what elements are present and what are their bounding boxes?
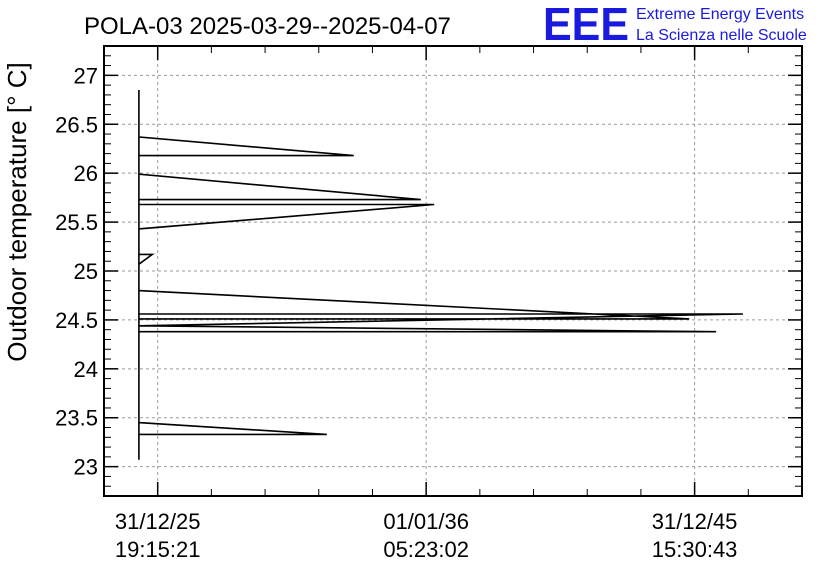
x-tick-label-date: 01/01/36 bbox=[383, 509, 469, 534]
y-tick-label: 23 bbox=[74, 455, 98, 480]
y-tick-label: 25.5 bbox=[55, 210, 98, 235]
eee-logo: EEE Extreme Energy Events La Scienza nel… bbox=[543, 0, 807, 50]
grid bbox=[104, 46, 802, 496]
y-tick-label: 24.5 bbox=[55, 308, 98, 333]
x-tick-label-time: 19:15:21 bbox=[115, 537, 201, 562]
chart-title: POLA-03 2025-03-29--2025-04-07 bbox=[84, 13, 451, 40]
temperature-series-line bbox=[138, 90, 743, 460]
y-tick-label: 27 bbox=[74, 63, 98, 88]
x-tick-label-date: 31/12/25 bbox=[115, 509, 201, 534]
x-tick-label-date: 31/12/45 bbox=[652, 509, 738, 534]
series-layer bbox=[138, 90, 743, 460]
x-tick-label-time: 15:30:43 bbox=[652, 537, 738, 562]
logo-mark: EEE bbox=[543, 0, 629, 50]
y-axis-label: Outdoor temperature [° C] bbox=[2, 62, 32, 361]
y-tick-label: 25 bbox=[74, 259, 98, 284]
y-tick-label: 26 bbox=[74, 161, 98, 186]
x-tick-label-time: 05:23:02 bbox=[383, 537, 469, 562]
logo-line-2: La Scienza nelle Scuole bbox=[636, 27, 807, 44]
y-tick-label: 26.5 bbox=[55, 112, 98, 137]
y-tick-label: 23.5 bbox=[55, 406, 98, 431]
tick-labels: 23 23.5 24 24.5 25 25.5 26 26.5 27 31/12/25 19:15:… bbox=[55, 63, 737, 562]
ticks bbox=[103, 45, 803, 497]
plot-frame bbox=[103, 45, 803, 497]
y-tick-label: 24 bbox=[74, 357, 98, 382]
logo-line-1: Extreme Energy Events bbox=[636, 6, 804, 23]
